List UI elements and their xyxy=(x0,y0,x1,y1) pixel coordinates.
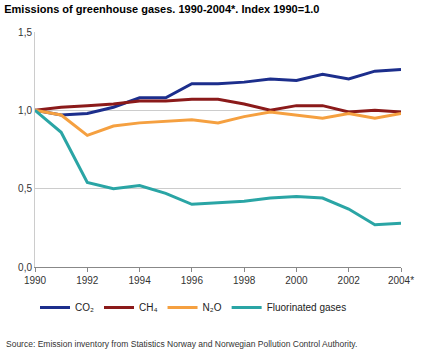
svg-text:1990: 1990 xyxy=(24,275,47,286)
svg-text:Source: Emission inventory fro: Source: Emission inventory from Statisti… xyxy=(6,339,357,349)
svg-text:1992: 1992 xyxy=(76,275,99,286)
svg-text:1994: 1994 xyxy=(128,275,151,286)
svg-text:N₂O: N₂O xyxy=(203,302,222,313)
svg-text:1,5: 1,5 xyxy=(18,27,32,38)
svg-text:CO₂: CO₂ xyxy=(75,302,94,313)
svg-text:1998: 1998 xyxy=(233,275,256,286)
svg-text:2002: 2002 xyxy=(338,275,361,286)
svg-text:CH₄: CH₄ xyxy=(139,302,158,313)
svg-text:1996: 1996 xyxy=(181,275,204,286)
svg-text:0,5: 0,5 xyxy=(18,183,32,194)
svg-text:0,0: 0,0 xyxy=(18,262,32,273)
svg-text:Fluorinated gases: Fluorinated gases xyxy=(267,302,347,313)
svg-text:Emissions of greenhouse gases.: Emissions of greenhouse gases. 1990-2004… xyxy=(4,3,319,15)
svg-text:2000: 2000 xyxy=(285,275,308,286)
svg-text:2004*: 2004* xyxy=(388,275,414,286)
svg-text:1,0: 1,0 xyxy=(18,105,32,116)
